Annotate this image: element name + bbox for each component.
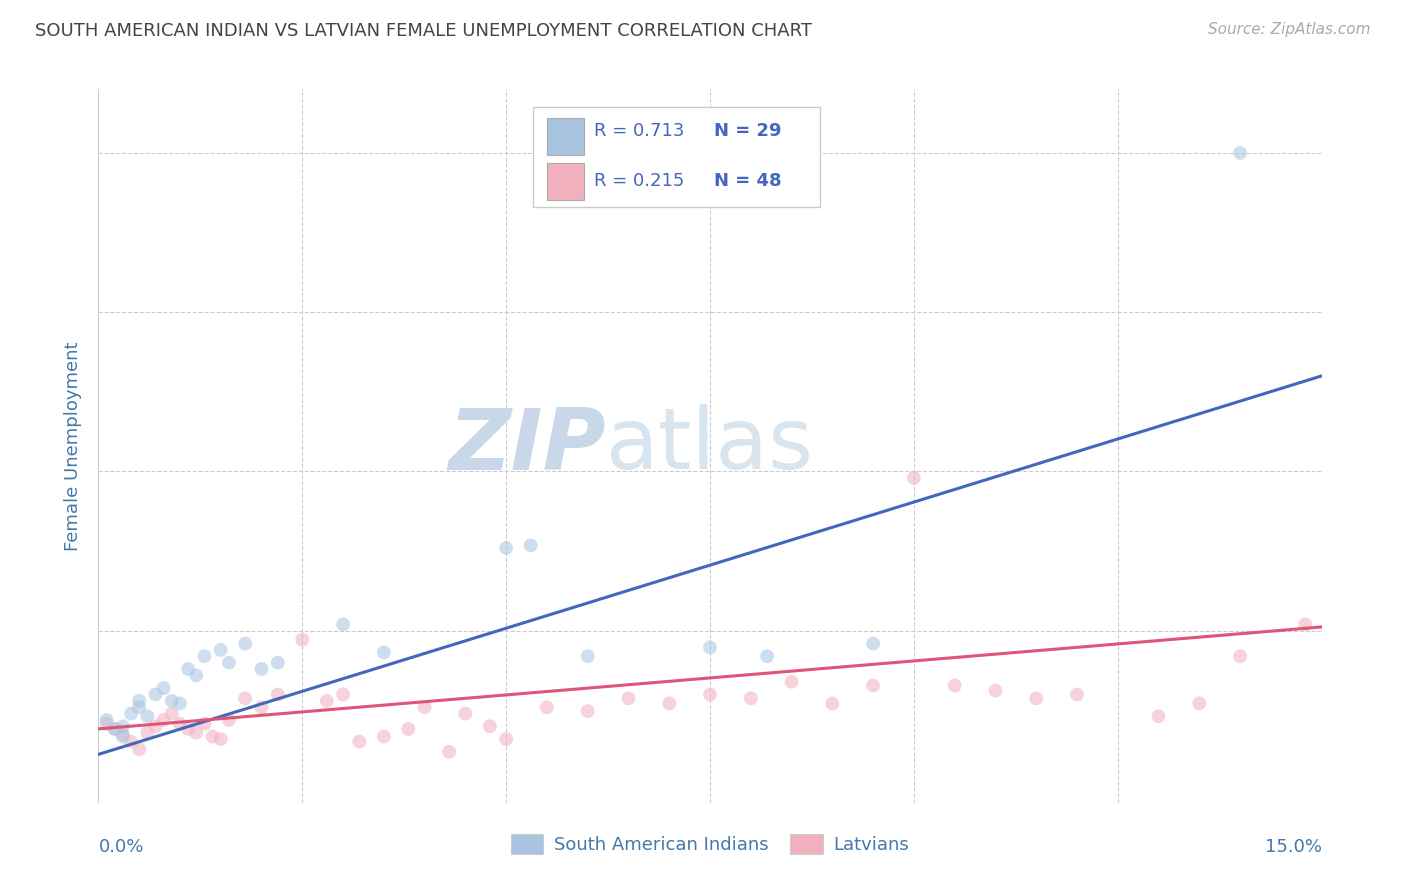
Point	[96, 716, 118, 731]
Point	[699, 640, 721, 655]
Point	[201, 730, 224, 744]
Point	[413, 700, 436, 714]
Point	[104, 722, 127, 736]
Point	[862, 679, 884, 693]
Point	[193, 649, 215, 664]
Point	[903, 471, 925, 485]
Point	[1294, 617, 1316, 632]
Legend: South American Indians, Latvians: South American Indians, Latvians	[503, 827, 917, 862]
Point	[96, 713, 118, 727]
Point	[136, 709, 159, 723]
Text: 15.0%: 15.0%	[1264, 838, 1322, 856]
Point	[177, 662, 200, 676]
Point	[862, 636, 884, 650]
Point	[617, 691, 640, 706]
Point	[267, 656, 290, 670]
Point	[145, 719, 167, 733]
Point	[169, 716, 191, 731]
Point	[478, 719, 501, 733]
Point	[177, 722, 200, 736]
Point	[332, 688, 354, 702]
Point	[104, 722, 127, 736]
Point	[1147, 709, 1170, 723]
Point	[233, 636, 256, 650]
Text: atlas: atlas	[606, 404, 814, 488]
Point	[943, 679, 966, 693]
Point	[1188, 697, 1211, 711]
Point	[780, 674, 803, 689]
Point	[332, 617, 354, 632]
Point	[576, 704, 599, 718]
Point	[152, 681, 174, 695]
Point	[120, 734, 142, 748]
Point	[209, 732, 232, 747]
Point	[120, 706, 142, 721]
Point	[128, 742, 150, 756]
Point	[740, 691, 762, 706]
Text: Source: ZipAtlas.com: Source: ZipAtlas.com	[1208, 22, 1371, 37]
Point	[536, 700, 558, 714]
Point	[160, 694, 183, 708]
Point	[658, 697, 681, 711]
Point	[186, 668, 208, 682]
Point	[111, 719, 134, 733]
Point	[984, 683, 1007, 698]
Point	[699, 688, 721, 702]
Point	[495, 541, 517, 555]
Point	[250, 700, 273, 714]
Point	[218, 656, 240, 670]
Point	[111, 727, 134, 741]
Point	[128, 700, 150, 714]
FancyBboxPatch shape	[547, 162, 583, 200]
Point	[233, 691, 256, 706]
Point	[169, 697, 191, 711]
Point	[519, 538, 541, 552]
Point	[209, 643, 232, 657]
Point	[111, 730, 134, 744]
Point	[291, 632, 314, 647]
Point	[349, 734, 371, 748]
Point	[128, 694, 150, 708]
FancyBboxPatch shape	[547, 118, 583, 155]
Text: N = 48: N = 48	[714, 172, 782, 190]
Point	[495, 732, 517, 747]
Point	[821, 697, 844, 711]
Point	[186, 725, 208, 739]
Point	[437, 745, 460, 759]
Point	[756, 649, 779, 664]
Point	[454, 706, 477, 721]
Text: SOUTH AMERICAN INDIAN VS LATVIAN FEMALE UNEMPLOYMENT CORRELATION CHART: SOUTH AMERICAN INDIAN VS LATVIAN FEMALE …	[35, 22, 813, 40]
Text: R = 0.215: R = 0.215	[593, 172, 685, 190]
Point	[267, 688, 290, 702]
Point	[315, 694, 337, 708]
Point	[193, 716, 215, 731]
Point	[250, 662, 273, 676]
Point	[1229, 145, 1251, 160]
Point	[373, 730, 395, 744]
Text: 0.0%: 0.0%	[98, 838, 143, 856]
Text: N = 29: N = 29	[714, 122, 782, 140]
Point	[576, 649, 599, 664]
Text: ZIP: ZIP	[449, 404, 606, 488]
Point	[136, 725, 159, 739]
Point	[1229, 649, 1251, 664]
Point	[373, 645, 395, 659]
Point	[145, 688, 167, 702]
Point	[160, 706, 183, 721]
Point	[218, 713, 240, 727]
Y-axis label: Female Unemployment: Female Unemployment	[63, 342, 82, 550]
Point	[152, 713, 174, 727]
Point	[1066, 688, 1088, 702]
Point	[396, 722, 419, 736]
Point	[1025, 691, 1047, 706]
Text: R = 0.713: R = 0.713	[593, 122, 685, 140]
FancyBboxPatch shape	[533, 107, 820, 207]
